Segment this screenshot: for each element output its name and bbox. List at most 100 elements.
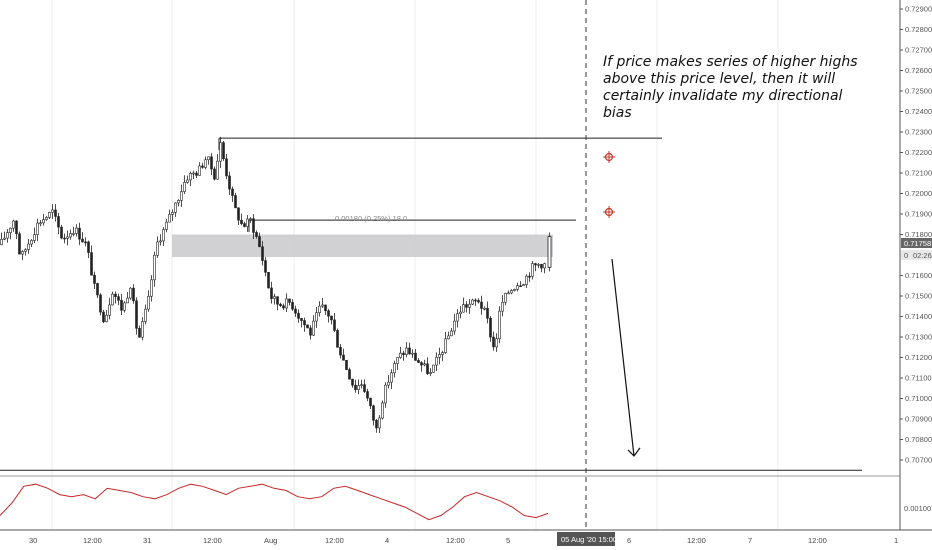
candle-body [390, 372, 393, 383]
candle-body [222, 142, 225, 160]
candle-body [246, 218, 249, 227]
candle-body [363, 384, 366, 392]
candle-body [519, 285, 522, 288]
candle-body [249, 218, 252, 220]
candle-body [276, 296, 279, 305]
time-tick-label: 12:00 [203, 536, 222, 545]
candle-body [501, 301, 504, 312]
candle-body [135, 300, 138, 329]
marker-icons [603, 151, 615, 218]
candle-body [402, 352, 405, 355]
candle-body [489, 317, 492, 338]
arrow-shaft[interactable] [611, 259, 635, 456]
candle-body [90, 252, 93, 276]
candle-body [339, 347, 342, 356]
oscillator-line [0, 483, 549, 521]
candle-body [6, 232, 9, 239]
candle-body [66, 236, 69, 239]
candle-body [345, 359, 348, 370]
candle-body [3, 237, 6, 240]
candle-body [471, 299, 474, 305]
candle-body [324, 304, 327, 312]
candle-body [57, 216, 60, 228]
candlestick-series [0, 136, 552, 434]
candle-body [492, 336, 495, 348]
price-tick-label: 0.72300 [905, 128, 932, 137]
price-tick-label: 0.72200 [905, 148, 932, 157]
candle-body [342, 354, 345, 361]
candle-body [435, 357, 438, 366]
crosshair-time-box [557, 532, 615, 546]
candle-body [33, 234, 36, 241]
price-tick-label: 0.71000 [905, 394, 932, 403]
price-tick-label: 0.71400 [905, 312, 932, 321]
candle-body [24, 249, 27, 252]
candle-body [27, 243, 30, 250]
candle-body [450, 330, 453, 337]
candle-body [198, 165, 201, 176]
candle-body [417, 360, 420, 363]
price-tick-label: 0.72400 [905, 107, 932, 116]
candle-body [141, 321, 144, 338]
note-line-4: bias [603, 105, 632, 121]
countdown-dot: 0 [904, 251, 908, 260]
candle-body [75, 227, 78, 234]
time-tick-label: 4 [385, 536, 389, 545]
price-tick-label: 0.70700 [905, 456, 932, 465]
candle-body [369, 397, 372, 407]
price-tick-label: 0.71800 [905, 230, 932, 239]
candle-body [465, 304, 468, 308]
candle-body [108, 304, 111, 316]
time-tick-label: 12:00 [446, 536, 465, 545]
price-tick-label: 0.72500 [905, 87, 932, 96]
candle-body [111, 293, 114, 306]
candle-body [39, 222, 42, 225]
candle-body [153, 254, 156, 281]
time-tick-label: Aug [264, 536, 277, 545]
time-tick-label: 31 [143, 536, 151, 545]
candle-body [495, 338, 498, 348]
candle-body [42, 219, 45, 224]
crosshair-time-label: 05 Aug '20 15:00 [561, 535, 617, 544]
current-price-label: 0.71758 [904, 239, 931, 248]
note-text[interactable]: If price makes series of higher highs ab… [603, 54, 858, 121]
time-axis[interactable]: 30 12:00 31 12:00 Aug 12:00 4 12:00 5 6 12:00 7 12:0… [29, 536, 898, 545]
candle-body [282, 305, 285, 309]
candle-body [453, 320, 456, 332]
candle-body [204, 159, 207, 168]
candle-body [117, 296, 120, 301]
candle-body [234, 195, 237, 209]
candle-body [126, 297, 129, 304]
candle-body [270, 287, 273, 299]
candle-body [93, 274, 96, 284]
candle-body [528, 275, 531, 278]
candle-body [96, 283, 99, 296]
candle-body [120, 299, 123, 311]
candle-body [165, 221, 168, 230]
candle-body [327, 310, 330, 317]
measure-label: 0.00180 (0.25%) 18.0 [335, 214, 407, 223]
candle-body [378, 417, 381, 429]
candle-body [174, 202, 177, 213]
note-line-1: If price makes series of higher highs [603, 54, 858, 70]
candle-body [168, 214, 171, 223]
candle-body [375, 419, 378, 429]
time-tick-label: 12:00 [687, 536, 706, 545]
candle-body [360, 384, 363, 386]
candle-body [45, 217, 48, 220]
candle-body [21, 251, 24, 255]
resistance-zone[interactable] [172, 234, 553, 258]
candle-body [9, 227, 12, 233]
price-axis[interactable]: 0.72900 0.72800 0.72700 0.72600 0.72500 0.724… [900, 5, 932, 465]
candle-body [384, 384, 387, 404]
candle-body [48, 212, 51, 218]
candle-body [255, 232, 258, 237]
price-tick-label: 0.70900 [905, 415, 932, 424]
candle-body [288, 298, 291, 303]
candle-body [462, 304, 465, 313]
candle-body [261, 246, 264, 261]
candle-body [372, 405, 375, 421]
candle-body [423, 363, 426, 366]
candle-body [54, 209, 57, 217]
